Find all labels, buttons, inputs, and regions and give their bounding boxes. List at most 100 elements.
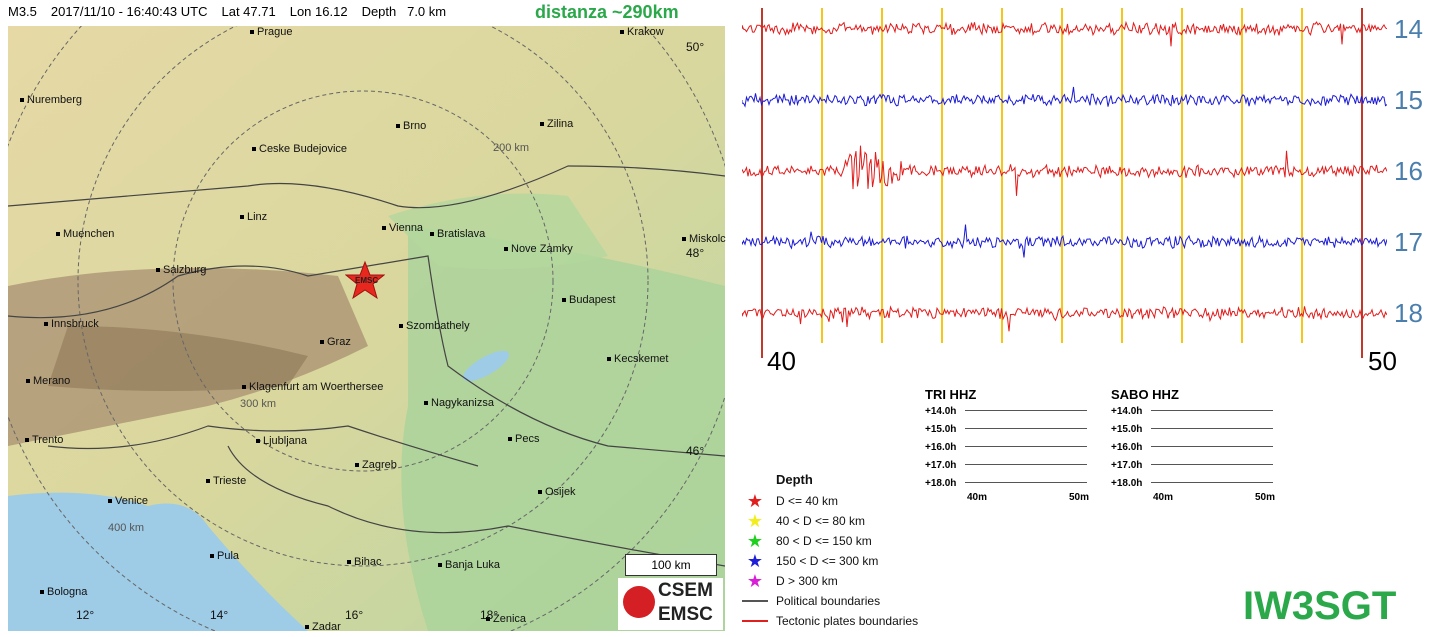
csem-emsc-logo: CSEM EMSC — [618, 578, 723, 630]
trace — [965, 446, 1087, 451]
city-ljubljana: Ljubljana — [256, 435, 307, 447]
axis-end: 50m — [1254, 492, 1275, 503]
depth-legend: Depth ★ D <= 40 km ★ 40 < D <= 80 km ★ 80 <… — [742, 472, 918, 631]
station-sabo: SABO HHZ +14.0h +15.0h +16.0h +17.0h +18… — [1111, 387, 1275, 503]
distance-label: distanza ~290km — [535, 2, 679, 22]
city-dot-icon — [682, 237, 686, 242]
trace-hour-18 — [742, 305, 1387, 332]
city-zilina: Zilina — [540, 118, 573, 130]
city-dot-icon — [240, 215, 244, 220]
tectonic-line-icon — [742, 620, 768, 622]
city-dot-icon — [347, 560, 351, 565]
hour-label-18: 18 — [1394, 298, 1423, 328]
lon-label-16: 16° — [345, 608, 364, 622]
city-dot-icon — [508, 437, 512, 442]
station-tri: TRI HHZ +14.0h +15.0h +16.0h +17.0h +18.… — [925, 387, 1089, 503]
city-dot-icon — [56, 232, 60, 237]
hour-label-16: 16 — [1394, 156, 1423, 186]
station-name: TRI HHZ — [925, 387, 977, 402]
row-label: +18.0h — [1111, 477, 1143, 489]
city-bologna: Bologna — [40, 586, 87, 598]
city-zenica: Zenica — [486, 613, 526, 625]
epicenter-star-icon — [345, 260, 385, 300]
lat-label-48: 48° — [686, 246, 705, 260]
legend-item: ★ 150 < D <= 300 km — [742, 551, 918, 571]
event-header: M3.5 2017/11/10 - 16:40:43 UTC Lat 47.71 Lo… — [8, 4, 460, 19]
legend-label: 80 < D <= 150 km — [776, 534, 872, 548]
star-icon: ★ — [746, 530, 764, 551]
legend-item: Tectonic plates boundaries — [742, 611, 918, 631]
city-nove-zamky: Nove Zamky — [504, 243, 573, 255]
row-label: +15.0h — [1111, 423, 1143, 435]
row-label: +16.0h — [1111, 441, 1143, 453]
row-label: +17.0h — [925, 459, 957, 471]
legend-label: Political boundaries — [776, 594, 881, 608]
city-innsbruck: Innsbruck — [44, 318, 99, 330]
city-dot-icon — [382, 226, 386, 231]
legend-item: ★ D > 300 km — [742, 571, 918, 591]
city-brno: Brno — [396, 120, 426, 132]
city-klagenfurt-am-woerthersee: Klagenfurt am Woerthersee — [242, 381, 383, 393]
trace-hour-14 — [742, 20, 1387, 47]
event-lon: Lon 16.12 — [289, 4, 348, 19]
map-background — [8, 26, 725, 631]
lon-label-12: 12° — [76, 608, 95, 622]
city-prague: Prague — [250, 26, 292, 38]
city-dot-icon — [20, 98, 24, 103]
city-banja-luka: Banja Luka — [438, 559, 500, 571]
city-muenchen: Muenchen — [56, 228, 114, 240]
event-datetime: 2017/11/10 - 16:40:43 UTC — [50, 4, 208, 19]
city-kecskemet: Kecskemet — [607, 353, 668, 365]
epicenter-label: EMSC — [355, 276, 379, 285]
lon-label-14: 14° — [210, 608, 229, 622]
city-nuremberg: Nuremberg — [20, 94, 82, 106]
city-dot-icon — [26, 379, 30, 384]
axis-start: 40m — [967, 492, 988, 503]
legend-label: 40 < D <= 80 km — [776, 514, 866, 528]
city-osijek: Osijek — [538, 486, 576, 498]
trace-hour-17 — [742, 224, 1387, 258]
city-salzburg: Salzburg — [156, 264, 206, 276]
city-dot-icon — [320, 340, 324, 345]
city-dot-icon — [504, 247, 508, 252]
trace — [1151, 428, 1273, 433]
city-trento: Trento — [25, 434, 63, 446]
magnitude: M3.5 — [8, 4, 37, 19]
trace-hour-15 — [742, 86, 1387, 108]
legend-item: ★ D <= 40 km — [742, 491, 918, 511]
city-zadar: Zadar — [305, 621, 341, 633]
ring-label-400: 400 km — [108, 522, 145, 534]
lat-label-50: 50° — [686, 40, 705, 54]
city-dot-icon — [486, 617, 490, 622]
city-dot-icon — [242, 385, 246, 390]
lon-label-18: 18° — [480, 608, 499, 622]
hour-label-14: 14 — [1394, 14, 1423, 44]
epicenter-map: Prague Krakow Nuremberg Brno Zilina Ceske Bud… — [8, 26, 726, 633]
helicorder-plot — [742, 8, 1387, 358]
city-graz: Graz — [320, 336, 351, 348]
trace — [965, 464, 1087, 469]
legend-label: D > 300 km — [776, 574, 838, 588]
city-dot-icon — [156, 268, 160, 273]
city-dot-icon — [252, 147, 256, 152]
star-icon: ★ — [746, 570, 764, 591]
logo-text-csem: CSEM — [658, 580, 713, 601]
city-dot-icon — [430, 232, 434, 237]
logo-text-emsc: EMSC — [658, 604, 713, 625]
city-nagykanizsa: Nagykanizsa — [424, 397, 494, 409]
minute-label-start: 40 — [767, 346, 796, 376]
row-label: +16.0h — [925, 441, 957, 453]
row-label: +17.0h — [1111, 459, 1143, 471]
city-dot-icon — [396, 124, 400, 129]
star-icon: ★ — [746, 510, 764, 531]
map-scale-bar: 100 km — [625, 554, 717, 576]
city-dot-icon — [250, 30, 254, 35]
city-bihac: Bihac — [347, 556, 382, 568]
city-dot-icon — [256, 439, 260, 444]
city-dot-icon — [25, 438, 29, 443]
trace — [1151, 464, 1273, 469]
city-bratislava: Bratislava — [430, 228, 485, 240]
city-dot-icon — [620, 30, 624, 35]
city-miskolc: Miskolc — [682, 233, 726, 245]
ring-label-300: 300 km — [240, 398, 277, 410]
